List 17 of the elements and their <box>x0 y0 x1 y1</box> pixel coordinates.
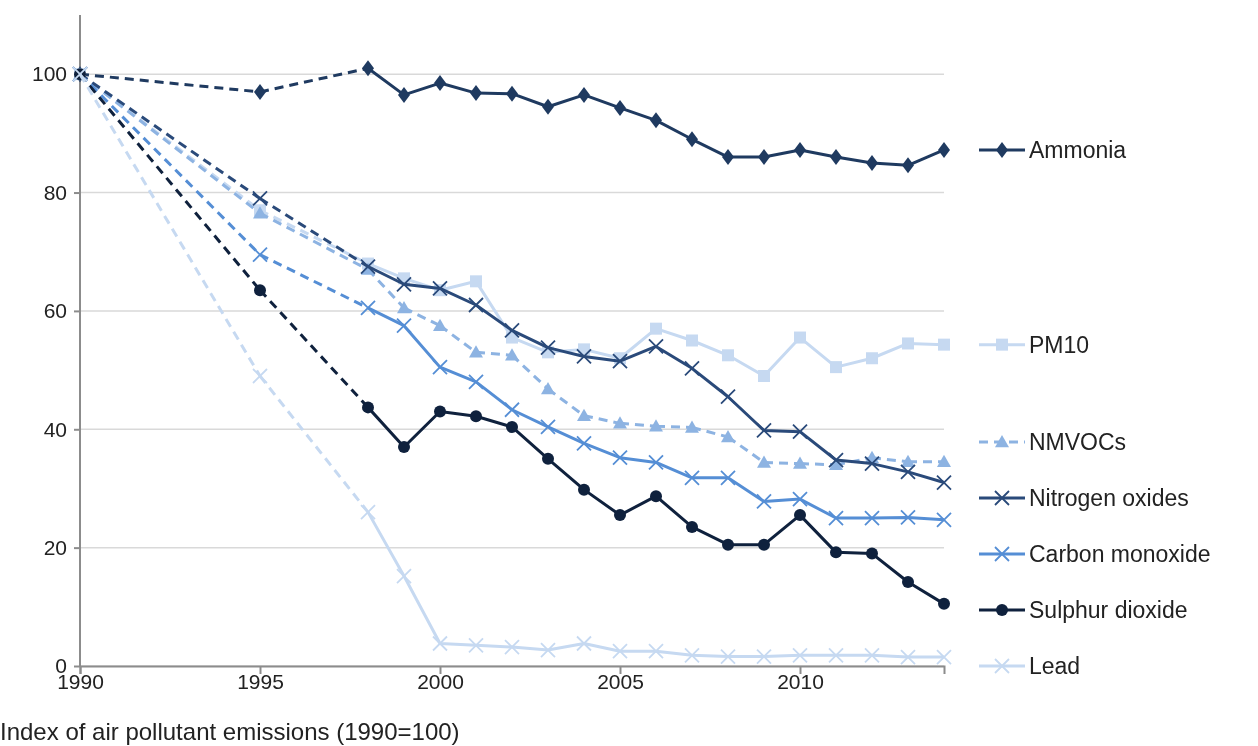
text: Index of air pollutant emissions (1990=100) <box>0 718 460 745</box>
legend-label: PM10 <box>1029 331 1090 358</box>
y-tick-label: 20 <box>43 535 67 559</box>
legend-label: Carbon monoxide <box>1029 541 1211 568</box>
legend-label: NMVOCs <box>1029 429 1127 456</box>
x-tick-label: 2000 <box>417 670 464 693</box>
y-tick-label: 80 <box>43 180 67 204</box>
legend-label: Sulphur dioxide <box>1029 597 1188 624</box>
legend-label: Nitrogen oxides <box>1029 485 1189 512</box>
legend-label: Lead <box>1029 653 1081 680</box>
legend-label: Ammonia <box>1029 136 1127 163</box>
x-tick-label: 2005 <box>597 670 644 693</box>
y-tick-label: 100 <box>31 62 67 86</box>
x-tick-label: 1995 <box>237 670 284 693</box>
y-tick-label: 60 <box>43 299 67 323</box>
y-tick-label: 40 <box>43 417 67 441</box>
x-tick-label: 2010 <box>777 670 824 693</box>
